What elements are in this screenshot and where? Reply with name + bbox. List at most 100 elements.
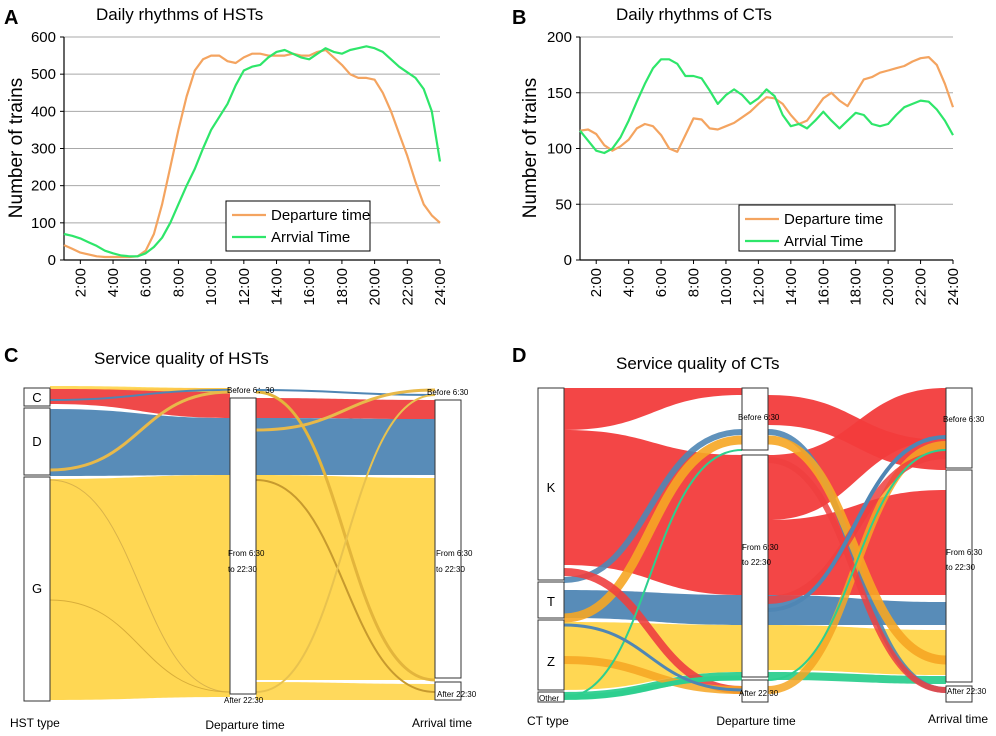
series-line-departure (579, 56, 955, 153)
flow-band (768, 595, 946, 625)
legend-label: Arrvial Time (784, 233, 863, 250)
node-dep-after (741, 679, 769, 703)
flow-band (768, 672, 946, 684)
y-tick-label: 200 (31, 178, 56, 195)
x-tick-label: 16:00 (301, 268, 318, 306)
x-tick-label: 24:00 (945, 268, 962, 306)
x-tick-label: 20:00 (880, 268, 897, 306)
panel-c-letter: C (4, 345, 18, 367)
axis-label-arrival: Arrival time (928, 712, 988, 726)
flow-band (256, 418, 435, 475)
x-tick-label: 14:00 (783, 268, 800, 306)
x-tick-label: 4:00 (105, 268, 122, 297)
axis-label-ct-type: CT type (527, 714, 569, 728)
series-line-arrival (63, 45, 442, 258)
legend-label: Departure time (784, 211, 883, 228)
x-tick-label: 18:00 (848, 268, 865, 306)
axis-label-hst-type: HST type (10, 716, 60, 730)
y-tick-label: 100 (31, 215, 56, 232)
node-dep-mid (229, 397, 257, 695)
flow-thread (767, 449, 947, 681)
node-label-other: Other (539, 694, 559, 703)
panel-d: D Service quality of CTs K T Z Other Before … (512, 345, 988, 728)
x-tick-label: 12:00 (236, 268, 253, 306)
x-tick-label: 22:00 (913, 268, 930, 306)
node-arr-mid (434, 399, 462, 679)
x-tick-label: 6:00 (653, 268, 670, 297)
flow-thread (563, 675, 743, 700)
y-tick-label: 0 (564, 252, 572, 269)
flow-thread (563, 435, 743, 623)
flow-band (564, 388, 742, 430)
node-label-t: T (547, 594, 555, 609)
node-label-d: D (32, 434, 41, 449)
node-label-c: C (32, 390, 41, 405)
node-label-dep-after: After 22:30 (224, 696, 264, 705)
panel-d-letter: D (512, 345, 526, 367)
legend-label: Arrvial Time (271, 229, 350, 246)
node-arr-after (945, 685, 973, 703)
node-k (537, 387, 565, 581)
x-tick-label: 6:00 (138, 268, 155, 297)
node-label-dep-mid-1: From 6:30 (228, 549, 265, 558)
node-label-dep-mid-2: to 22:30 (228, 565, 257, 574)
panel-b-letter: B (512, 7, 526, 29)
y-tick-label: 200 (547, 29, 572, 46)
flow-thread (563, 449, 743, 698)
node-z (537, 619, 565, 691)
node-d (23, 407, 51, 476)
node-label-g: G (32, 581, 42, 596)
flow-band (50, 475, 230, 700)
flow-thread (255, 394, 436, 693)
y-tick-label: 600 (31, 29, 56, 46)
x-tick-label: 14:00 (269, 268, 286, 306)
y-tick-label: 150 (547, 85, 572, 102)
flow-thread (255, 479, 436, 693)
node-label-arr-after: After 22:30 (947, 687, 987, 696)
flow-thread (563, 623, 743, 692)
node-label-arr-mid-1: From 6:30 (436, 549, 473, 558)
node-t (537, 581, 565, 619)
node-dep-before (741, 387, 769, 451)
axis-label-departure: Departure time (205, 718, 285, 732)
node-arr-before (945, 387, 973, 469)
flow-thread (49, 479, 231, 693)
flow-thread (255, 388, 436, 432)
x-tick-label: 20:00 (367, 268, 384, 306)
axis-label-departure: Departure time (716, 714, 796, 728)
y-tick-label: 300 (31, 141, 56, 158)
flow-band (50, 388, 230, 418)
x-tick-label: 4:00 (621, 268, 638, 297)
x-tick-label: 2:00 (72, 268, 89, 297)
node-arr-after (434, 681, 462, 701)
node-dep-mid (741, 454, 769, 678)
node-label-dep-mid-1: From 6:30 (742, 543, 779, 552)
panel-b: B Daily rhythms of CTs Number of trains … (512, 5, 962, 306)
flow-band (50, 409, 230, 476)
x-tick-label: 10:00 (718, 268, 735, 306)
flow-thread (767, 435, 947, 665)
node-label-arr-before: Before 6:30 (943, 415, 985, 424)
node-label-dep-before: Before 6:30 (738, 413, 780, 422)
flow-band (564, 430, 742, 595)
flow-band (256, 475, 435, 680)
legend-box (225, 200, 371, 252)
panel-a-title: Daily rhythms of HSTs (96, 5, 263, 24)
node-label-k: K (547, 480, 556, 495)
node-label-dep-after: After 22:30 (739, 689, 779, 698)
node-label-arr-mid-2: to 22:30 (436, 565, 465, 574)
x-tick-label: 22:00 (399, 268, 416, 306)
panel-a: A Daily rhythms of HSTs Number of trains… (4, 5, 449, 306)
flow-thread (767, 435, 947, 612)
y-tick-label: 0 (48, 252, 56, 269)
series-line-arrival (579, 58, 954, 155)
legend-label: Departure time (271, 207, 370, 224)
panel-b-title: Daily rhythms of CTs (616, 5, 772, 24)
x-tick-label: 8:00 (686, 268, 703, 297)
legend-box (738, 204, 896, 252)
x-tick-label: 10:00 (203, 268, 220, 306)
flow-thread (255, 390, 436, 682)
y-tick-label: 400 (31, 103, 56, 120)
x-tick-label: 24:00 (432, 268, 449, 306)
